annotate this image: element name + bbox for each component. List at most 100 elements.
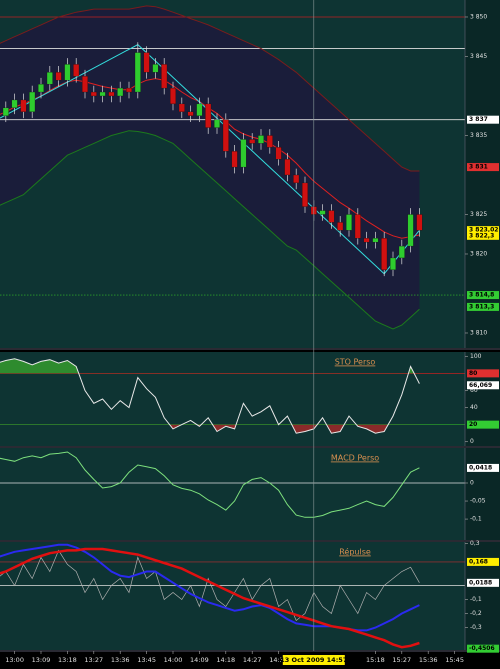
panel-title: MACD Perso xyxy=(331,454,379,463)
candle-body xyxy=(161,64,168,89)
y-tick-label: -0,1 xyxy=(470,516,482,523)
x-tick-label: 13:27 xyxy=(84,656,103,664)
series-line xyxy=(0,549,420,622)
candle-body xyxy=(293,174,300,184)
candle-body xyxy=(11,99,18,108)
candle-body xyxy=(82,76,88,93)
y-tick-label: 100 xyxy=(470,353,482,360)
cursor-box xyxy=(282,655,345,665)
candle-body xyxy=(240,139,247,168)
price-box-label: 20 xyxy=(469,421,477,428)
y-tick-label: -0,1 xyxy=(470,596,482,603)
y-tick-label: 3 825 xyxy=(470,211,487,218)
x-tick-label: 15:45 xyxy=(445,656,464,664)
candle-body xyxy=(231,151,238,168)
y-tick-label: 0 xyxy=(470,438,474,445)
x-tick-label: 14:00 xyxy=(164,656,183,664)
candle-body xyxy=(90,91,97,97)
price-box xyxy=(467,578,499,587)
y-tick-label: 0 xyxy=(470,479,474,486)
candle-body xyxy=(29,91,36,112)
zone-fill xyxy=(0,358,415,374)
x-tick-label: 14:09 xyxy=(190,656,209,664)
axis-background xyxy=(465,448,500,540)
candle-body xyxy=(73,64,80,77)
price-box xyxy=(467,231,499,240)
y-tick-label: 3 810 xyxy=(470,329,487,336)
price-box-label: 0,168 xyxy=(469,558,488,565)
x-tick-label: 13:00 xyxy=(5,656,24,664)
candle-body xyxy=(38,83,44,93)
y-tick-label: 3 835 xyxy=(470,132,487,139)
price-box-label: 3 822,3 xyxy=(469,232,494,239)
candle-body xyxy=(381,238,388,270)
price-box xyxy=(467,115,499,124)
price-box xyxy=(467,557,499,566)
y-tick-label: -0,3 xyxy=(470,624,482,631)
candle-body xyxy=(214,119,220,128)
panel xyxy=(0,448,465,540)
y-tick-label: -0,2 xyxy=(470,610,482,617)
candle-body xyxy=(398,245,405,259)
y-tick-label: 3 845 xyxy=(470,53,487,60)
candle-body xyxy=(363,238,370,243)
candle-body xyxy=(346,214,352,231)
price-box xyxy=(467,291,499,300)
candle-body xyxy=(354,214,361,239)
candle-body xyxy=(143,52,150,73)
candle-body xyxy=(64,64,71,81)
candle-body xyxy=(187,111,194,116)
x-tick-label: 15:36 xyxy=(419,656,438,664)
price-box-label: 0,0418 xyxy=(469,464,492,471)
candle-body xyxy=(170,87,176,105)
price-box-label: 80 xyxy=(469,370,477,377)
price-box xyxy=(467,302,499,311)
y-tick-label: 3 850 xyxy=(470,13,487,20)
panel-title: STO Perso xyxy=(335,358,376,367)
price-box-label: 3 837 xyxy=(469,116,488,123)
candle-body xyxy=(319,210,326,215)
candle-body xyxy=(126,87,132,93)
series-line xyxy=(0,358,420,434)
price-box xyxy=(467,369,499,378)
candle-body xyxy=(337,222,344,231)
price-box-label: 66,069 xyxy=(469,382,492,389)
price-box xyxy=(467,463,499,472)
candle-body xyxy=(266,135,273,148)
price-box xyxy=(467,381,499,390)
x-tick-label: 13:09 xyxy=(32,656,51,664)
candle-body xyxy=(275,147,282,160)
candle-body xyxy=(249,139,256,144)
price-box-label: 3 814,8 xyxy=(469,292,494,299)
candle-body xyxy=(134,52,141,93)
y-tick-label: 40 xyxy=(470,404,478,411)
price-box-label: 3 823,02 xyxy=(469,227,498,234)
series-line xyxy=(0,5,420,172)
x-tick-label: 13:36 xyxy=(111,656,130,664)
candle-body xyxy=(222,119,229,152)
price-box xyxy=(467,163,499,172)
panel-title: Répulse xyxy=(339,547,371,557)
candle-body xyxy=(196,103,203,116)
x-tick-label: 14:18 xyxy=(216,656,235,664)
candle-body xyxy=(416,214,423,231)
price-box xyxy=(467,420,499,429)
panel-background xyxy=(0,352,465,446)
axis-background xyxy=(465,0,500,348)
x-tick-label: 15:27 xyxy=(392,656,411,664)
y-tick-label: 3 820 xyxy=(470,250,487,257)
x-tick-label: 14:36 xyxy=(269,656,288,664)
y-tick-label: -0,05 xyxy=(470,498,486,505)
x-tick-label: 13:45 xyxy=(137,656,156,664)
price-box-label: 0,0188 xyxy=(469,579,492,586)
candle-body xyxy=(284,159,291,176)
candle-body xyxy=(117,87,124,97)
candle-body xyxy=(328,210,335,223)
candle-body xyxy=(407,214,414,247)
y-tick-label: 60 xyxy=(470,387,478,394)
candle-body xyxy=(2,107,9,116)
series-line xyxy=(0,547,420,649)
x-tick-label: 13:18 xyxy=(58,656,77,664)
x-tick-label: 14:27 xyxy=(243,656,262,664)
